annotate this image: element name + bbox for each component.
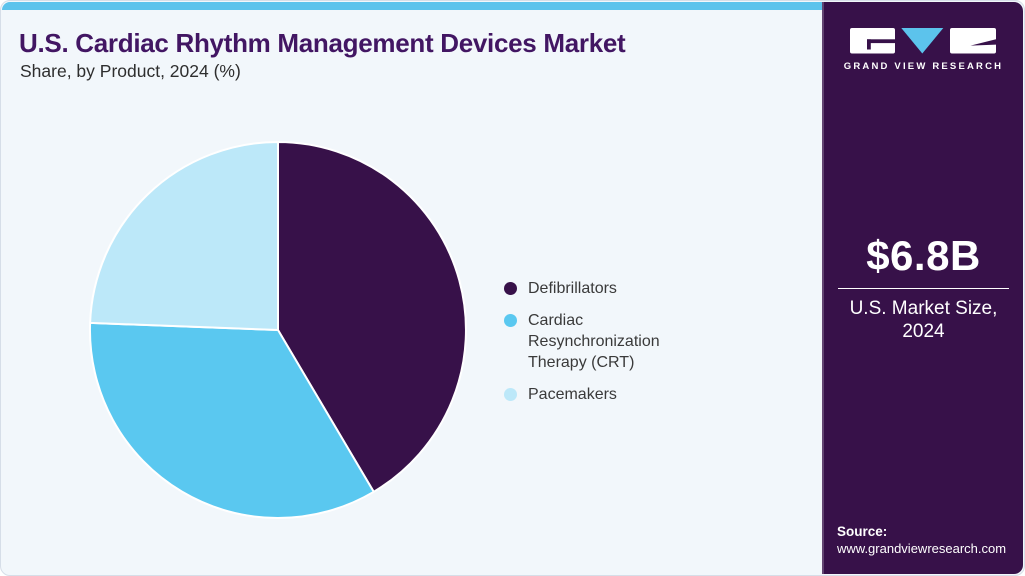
logo-g-mark [850, 28, 895, 54]
brand-name: GRAND VIEW RESEARCH [843, 61, 1004, 72]
market-size-value: $6.8B [866, 232, 981, 279]
pie-slice-cardiac-resynchronization-therapy-crt [89, 321, 375, 520]
legend-item: Pacemakers [504, 384, 719, 405]
legend-dot-icon [504, 314, 517, 327]
market-size-label-line1: U.S. Market Size, [849, 298, 998, 319]
top-accent-bar [2, 2, 823, 10]
legend-item: Cardiac Resynchronization Therapy (CRT) [504, 310, 719, 373]
pie-slice-pacemakers [89, 141, 279, 331]
logo-v-mark [901, 28, 944, 54]
legend-label: Cardiac Resynchronization Therapy (CRT) [528, 312, 660, 371]
page-title: U.S. Cardiac Rhythm Management Devices M… [19, 28, 626, 58]
source-block: Source: www.grandviewresearch.com [837, 523, 1015, 557]
sidebar: GRAND VIEW RESEARCH $6.8B U.S. Market Si… [822, 2, 1023, 574]
legend-dot-icon [504, 282, 517, 295]
gvr-logo-mark [850, 28, 996, 54]
page-subtitle: Share, by Product, 2024 (%) [20, 61, 241, 81]
pie-chart [89, 141, 467, 520]
pie-slice-defibrillators [277, 141, 467, 493]
logo-r-mark [950, 28, 996, 54]
legend-item: Defibrillators [504, 278, 719, 299]
market-size-block: $6.8B U.S. Market Size, 2024 [824, 233, 1023, 343]
legend: Defibrillators Cardiac Resynchronization … [504, 278, 719, 416]
legend-label: Defibrillators [528, 280, 617, 297]
legend-label: Pacemakers [528, 386, 617, 403]
gvr-logo: GRAND VIEW RESEARCH [824, 28, 1023, 72]
pie-chart-container [88, 140, 468, 520]
market-size-divider [838, 288, 1009, 289]
market-size-label-line2: 2024 [902, 321, 945, 342]
source-label: Source: [837, 524, 888, 539]
source-url: www.grandviewresearch.com [837, 541, 1007, 556]
legend-dot-icon [504, 388, 517, 401]
